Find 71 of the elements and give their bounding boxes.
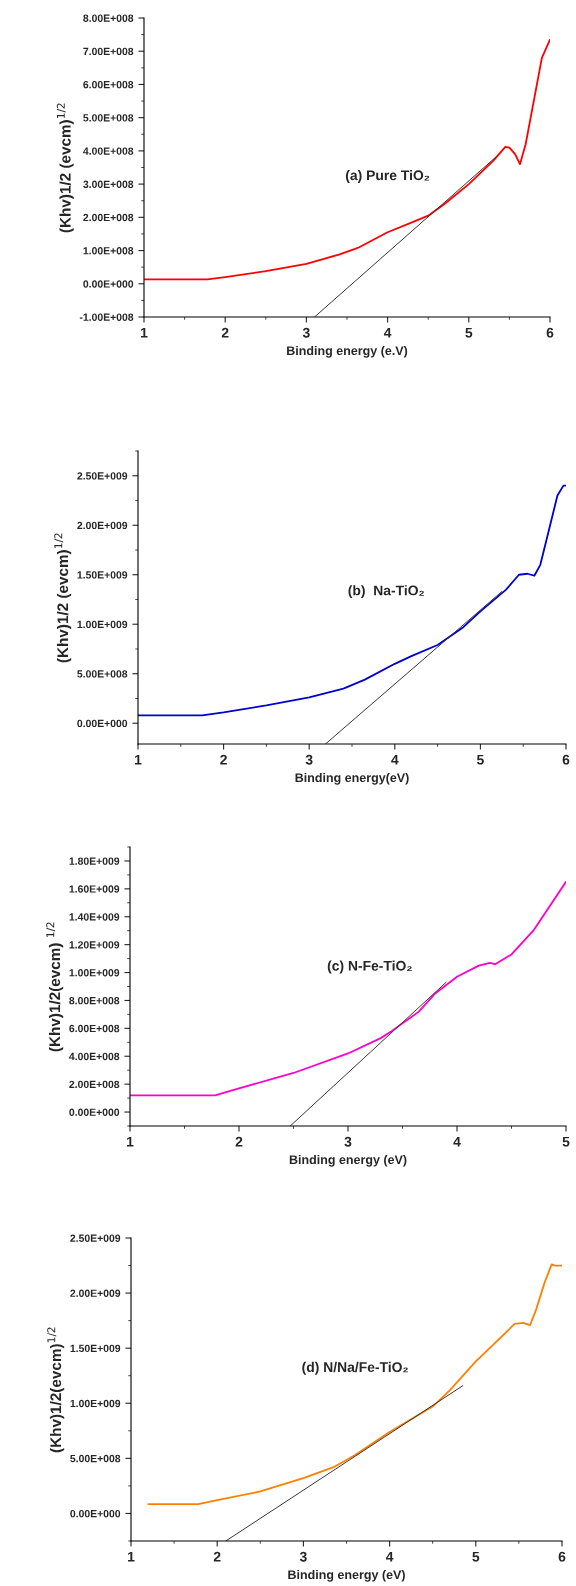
x-tick-label: 4 (385, 1551, 394, 1562)
y-tick-label: 1.50E+009 (77, 571, 128, 579)
y-tick-label: 5.00E+008 (70, 1454, 121, 1463)
y-tick-label: 0.00E+000 (69, 1108, 120, 1116)
annotation: (a) Pure TiO₂ (345, 170, 430, 183)
x-tick-label: 5 (476, 754, 484, 765)
line-series (144, 38, 550, 281)
line-series (138, 484, 566, 717)
y-tick-label: 7.00E+008 (83, 47, 134, 56)
y-tick-label: 2.00E+008 (83, 213, 134, 222)
y-tick-label: 1.50E+009 (70, 1344, 121, 1353)
y-tick-label: 1.20E+009 (69, 941, 120, 949)
x-tick-label: 5 (472, 1551, 480, 1562)
x-tick-label: 6 (546, 327, 554, 338)
annotation: (d) N/Na/Fe-TiO₂ (302, 1361, 408, 1375)
x-tick-label: 1 (127, 1136, 134, 1147)
y-tick-label: 0.00E+000 (77, 719, 128, 728)
x-tick-label: 2 (213, 1551, 221, 1562)
y-tick-label: 2.00E+009 (70, 1289, 121, 1297)
y-tick-label: 4.00E+008 (69, 1052, 120, 1061)
x-tick-label: 5 (562, 1136, 570, 1147)
y-tick-label: 6.00E+008 (69, 1024, 120, 1033)
y-axis-title: (Khv)1/2(evcm) $^{1/2}$ (46, 922, 64, 1052)
line-series (147, 1263, 562, 1505)
x-tick-label: 1 (141, 327, 148, 338)
y-tick-label: 8.00E+008 (83, 14, 134, 22)
y-axis-title: (Khv)1/2(evcm)$^{1/2}$ (47, 1327, 65, 1453)
y-tick-label: 0.00E+000 (83, 280, 134, 288)
y-tick-label: 5.00E+008 (83, 114, 134, 122)
x-axis-title: Binding energy (eV) (289, 1154, 407, 1167)
x-tick-label: 1 (135, 754, 142, 765)
y-tick-label: 1.00E+009 (69, 969, 120, 977)
y-tick-label: 2.00E+009 (77, 521, 128, 530)
y-tick-label: 1.00E+009 (70, 1399, 121, 1408)
annotation: (b) Na-TiO₂ (348, 585, 424, 599)
y-tick-label: 1.00E+008 (83, 247, 134, 255)
x-tick-label: 3 (302, 327, 310, 338)
x-tick-label: 4 (391, 754, 399, 765)
y-tick-label: 5.00E+008 (77, 670, 128, 678)
y-tick-label: 2.00E+008 (69, 1080, 120, 1089)
annotation: (c) N-Fe-TiO₂ (327, 960, 412, 974)
y-tick-label: 1.00E+009 (77, 620, 128, 629)
y-tick-label: 1.60E+009 (69, 885, 120, 893)
y-tick-label: 2.50E+009 (70, 1234, 121, 1242)
x-axis-title: Binding energy (e.V) (287, 345, 408, 358)
x-tick-label: 2 (220, 754, 227, 765)
line-series (130, 880, 566, 1097)
y-tick-label: 4.00E+008 (83, 147, 134, 155)
x-tick-label: 3 (344, 1136, 352, 1147)
y-tick-label: 2.50E+009 (77, 472, 128, 480)
y-tick-label: -1.00E+008 (79, 313, 134, 321)
x-axis-title: Binding energy (eV) (288, 1569, 405, 1582)
x-tick-label: 6 (558, 1551, 566, 1562)
y-tick-label: 6.00E+008 (83, 80, 134, 89)
x-tick-label: 5 (465, 327, 473, 338)
x-tick-label: 3 (299, 1551, 307, 1562)
x-tick-label: 1 (128, 1551, 135, 1562)
y-axis-title: (Khv)1/2 (evcm)$^{1/2}$ (54, 533, 72, 663)
x-tick-label: 4 (453, 1136, 461, 1147)
y-tick-label: 1.40E+009 (69, 913, 120, 921)
y-tick-label: 8.00E+008 (69, 996, 120, 1005)
x-tick-label: 2 (235, 1136, 243, 1147)
x-tick-label: 2 (221, 327, 229, 338)
y-tick-label: 0.00E+000 (70, 1509, 121, 1518)
x-axis-title: Binding energy(eV) (295, 772, 409, 785)
y-axis-title: (Khv)1/2 (evcm)$^{1/2}$ (56, 103, 74, 233)
y-tick-label: 3.00E+008 (83, 180, 134, 188)
x-tick-label: 3 (305, 754, 313, 765)
x-tick-label: 4 (383, 327, 392, 338)
x-tick-label: 6 (562, 754, 570, 765)
y-tick-label: 1.80E+009 (69, 857, 120, 865)
